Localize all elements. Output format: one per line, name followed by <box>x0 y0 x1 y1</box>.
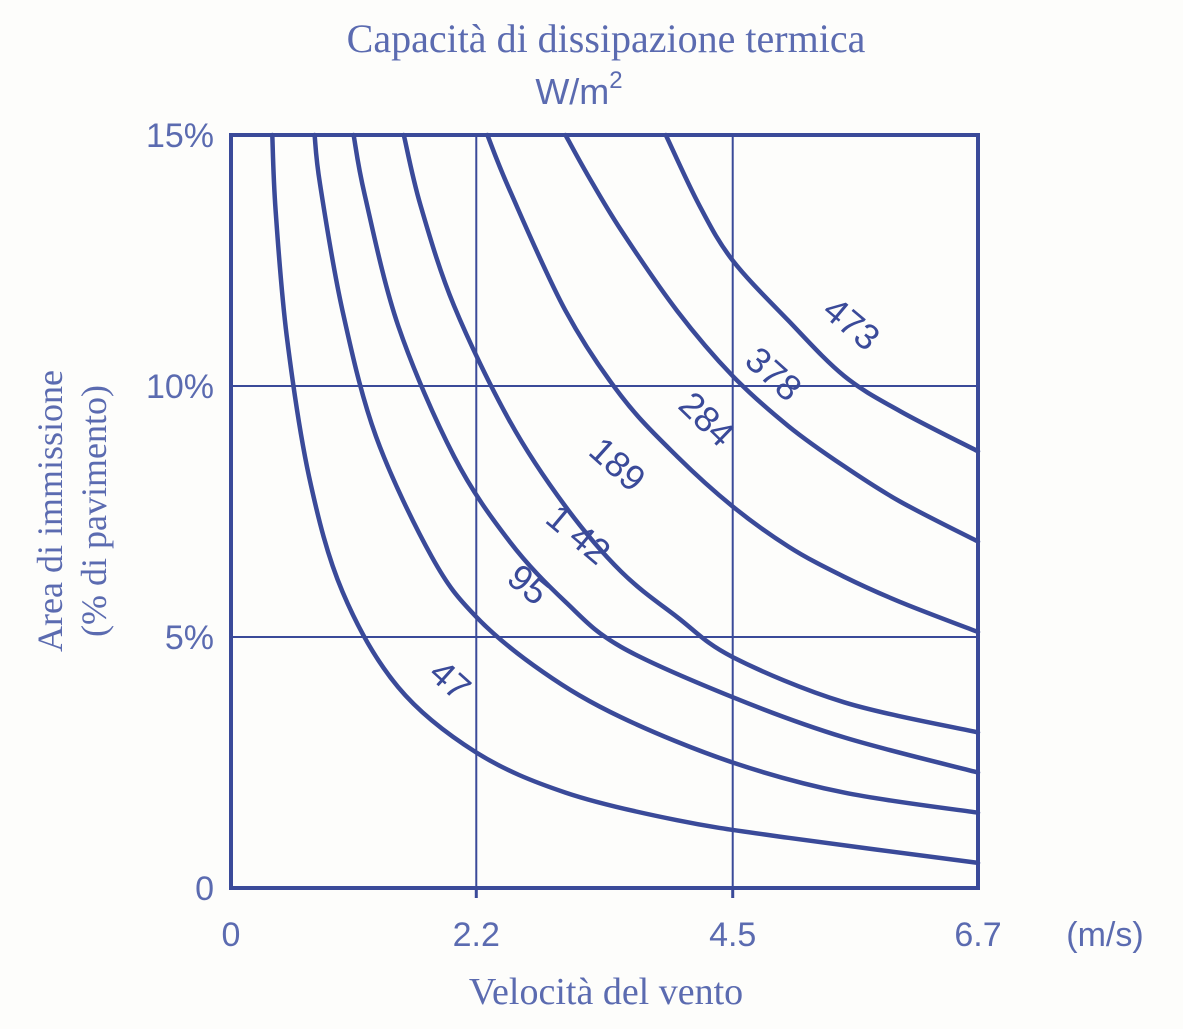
series-line-378 <box>563 132 981 544</box>
x-axis-label: Velocità del vento <box>469 971 743 1013</box>
grid <box>231 135 978 888</box>
chart-subtitle: W/m2 <box>535 67 622 112</box>
y-axis-label-line2: (% di pavimento) <box>74 385 114 637</box>
y-tick-label-15%: 15% <box>146 117 214 155</box>
x-axis-unit: (m/s) <box>1066 916 1143 954</box>
series-line-473 <box>663 132 981 454</box>
y-tick-label-10%: 10% <box>146 368 214 406</box>
plot-border <box>229 133 980 890</box>
series-line-142 <box>351 132 981 775</box>
series-line-95 <box>312 132 981 815</box>
curve-label-189: 189 <box>582 429 654 500</box>
curve-label-378: 378 <box>738 338 810 409</box>
y-tick-label-0: 0 <box>195 870 214 908</box>
y-axis-label-line1: Area di immissione <box>30 370 70 652</box>
subtitle-unit: W/m <box>535 71 609 112</box>
x-tick-label-2.2: 2.2 <box>453 916 500 954</box>
series-line-47 <box>270 132 981 866</box>
series-curves <box>270 132 981 866</box>
curve-label-47: 47 <box>422 651 479 708</box>
x-tick-label-6.7: 6.7 <box>954 916 1001 954</box>
axis-ticks: 0 2.2 4.5 6.7 0 5% 10% 15% <box>146 117 1002 954</box>
curve-label-142: 1 42 <box>539 496 619 572</box>
curve-label-95: 95 <box>500 556 557 613</box>
curve-label-473: 473 <box>816 288 888 358</box>
chart-title: Capacità di dissipazione termica <box>347 16 866 61</box>
x-tick-label-0: 0 <box>222 916 241 954</box>
series-line-284 <box>485 132 981 635</box>
y-tick-label-5%: 5% <box>165 619 214 657</box>
x-tick-label-4.5: 4.5 <box>709 916 756 954</box>
plot-frame <box>229 133 980 890</box>
subtitle-exponent: 2 <box>609 67 622 94</box>
series-line-189 <box>401 132 981 735</box>
